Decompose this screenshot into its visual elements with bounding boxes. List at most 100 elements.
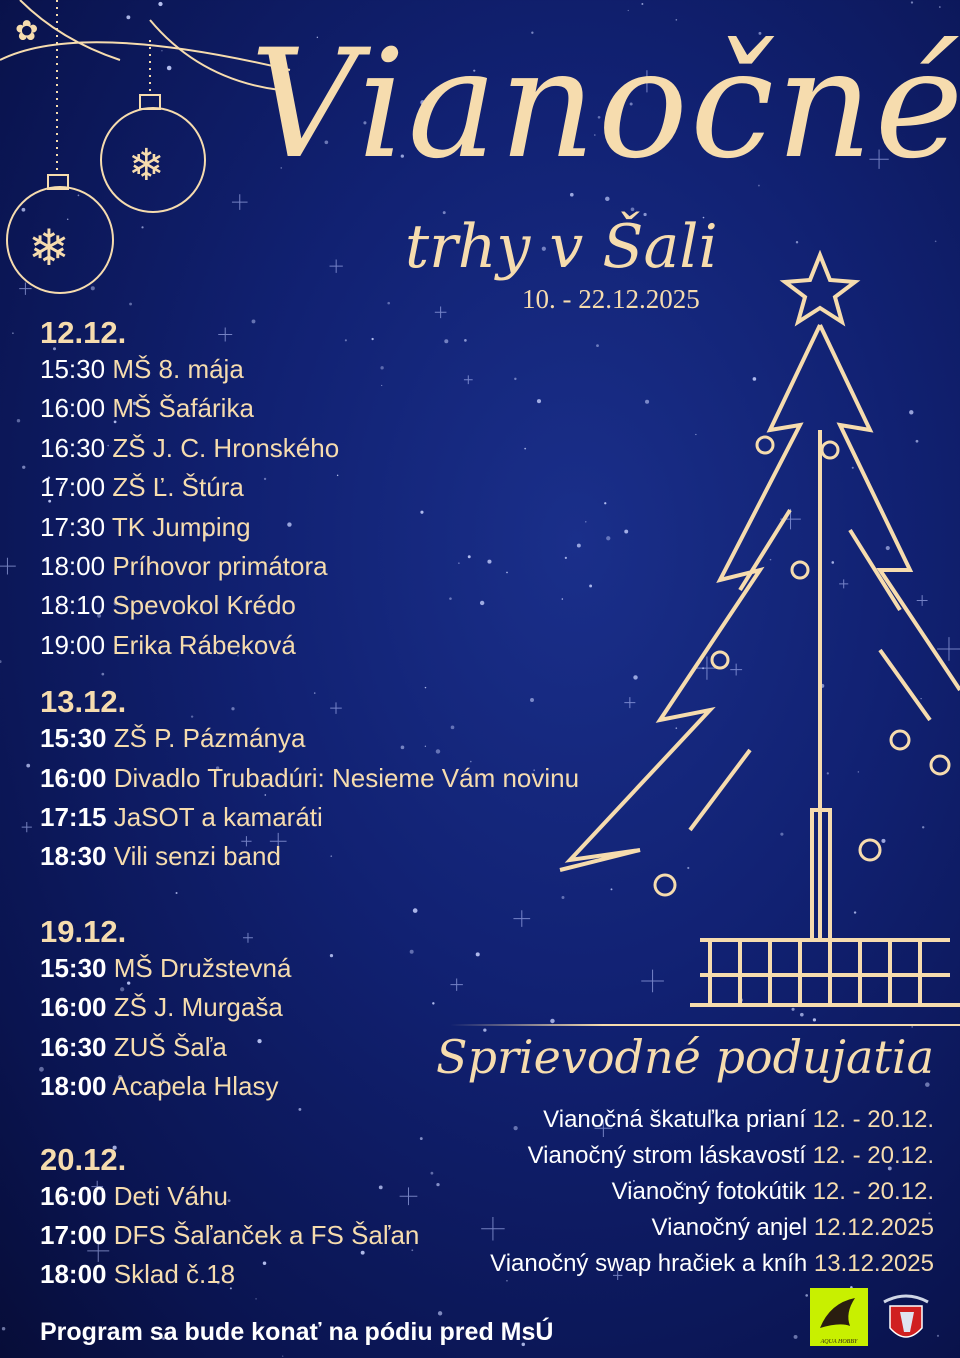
- star: [585, 521, 587, 523]
- star: [166, 65, 172, 71]
- event-row: 16:00 Divadlo Trubadúri: Nesieme Vám nov…: [40, 759, 579, 798]
- city-coat-of-arms-logo: [878, 1288, 934, 1346]
- star: [436, 1182, 440, 1187]
- star: [237, 655, 239, 657]
- star: [475, 952, 480, 957]
- sparkle: [869, 149, 889, 169]
- star: [316, 36, 319, 39]
- sparkle: [594, 1119, 613, 1138]
- svg-text:❄: ❄: [128, 141, 165, 190]
- sparkle: [513, 910, 531, 927]
- event-row: 18:00 Príhovor primátora: [40, 547, 579, 586]
- star: [479, 600, 485, 606]
- star: [487, 559, 492, 564]
- star: [851, 466, 854, 469]
- program-day: 12.12. 15:30 MŠ 8. mája 16:00 MŠ Šafárika 1…: [40, 316, 579, 665]
- star: [178, 412, 180, 414]
- star: [909, 410, 914, 415]
- side-event-date: 12.12.2025: [813, 1214, 934, 1241]
- sparkle: [635, 70, 659, 93]
- event-name: MŠ 8. mája: [112, 354, 244, 384]
- star: [77, 194, 80, 197]
- event-row: 18:10 Spevokol Krédo: [40, 586, 579, 625]
- sparkle: [269, 832, 287, 850]
- star: [217, 1281, 220, 1285]
- sparkle: [463, 375, 473, 385]
- star: [458, 562, 460, 564]
- sparkle: [434, 306, 447, 319]
- star: [336, 474, 339, 477]
- star: [769, 558, 772, 561]
- star: [687, 866, 690, 870]
- event-time: 15:30: [40, 723, 107, 754]
- star: [231, 707, 235, 711]
- star: [435, 749, 441, 754]
- star: [330, 855, 333, 857]
- star: [606, 536, 611, 541]
- star: [521, 1342, 526, 1347]
- star: [430, 1171, 434, 1175]
- star: [161, 50, 163, 52]
- star: [703, 1264, 706, 1266]
- star: [934, 240, 937, 243]
- star: [419, 1137, 423, 1140]
- star: [939, 6, 941, 8]
- event-row: 16:30 ZUŠ Šaľa: [40, 1028, 579, 1067]
- star: [483, 1028, 487, 1032]
- star: [287, 522, 292, 527]
- event-row: 16:00 MŠ Šafárika: [40, 389, 579, 428]
- side-event-name: Vianočný strom láskavostí: [527, 1142, 806, 1169]
- star: [627, 9, 629, 12]
- event-time: 16:00: [40, 762, 107, 793]
- star: [630, 207, 635, 212]
- star: [126, 15, 131, 20]
- day-date: 13.12.: [40, 684, 127, 720]
- star: [885, 545, 890, 551]
- event-row: 17:00 ZŠ Ľ. Štúra: [40, 468, 579, 507]
- event-row: 15:30 ZŠ P. Pázmánya: [40, 719, 579, 758]
- star: [605, 196, 610, 202]
- star: [514, 377, 517, 381]
- star: [412, 908, 418, 913]
- star: [117, 1074, 123, 1080]
- star: [464, 339, 467, 342]
- side-event-date: 13.12.2025: [813, 1250, 934, 1277]
- star: [911, 1026, 913, 1028]
- star: [257, 1038, 262, 1044]
- event-time: 16:30: [40, 432, 106, 463]
- star: [536, 399, 542, 404]
- star: [921, 826, 925, 829]
- star: [630, 1185, 633, 1188]
- event-time: 17:00: [40, 1219, 107, 1250]
- star: [683, 1183, 686, 1186]
- star: [132, 401, 137, 406]
- event-time: 17:15: [40, 802, 107, 833]
- star: [632, 1179, 635, 1182]
- event-time: 16:00: [40, 393, 106, 424]
- side-event-date: 12. - 20.12.: [812, 1142, 934, 1169]
- svg-text:AQUA HOBBY: AQUA HOBBY: [820, 1339, 858, 1345]
- star: [298, 1107, 302, 1111]
- program-day: 19.12. 15:30 MŠ Družstevná 16:00 ZŠ J. Mur…: [40, 913, 579, 1107]
- star: [158, 1, 163, 7]
- star: [215, 766, 220, 770]
- star: [530, 698, 534, 703]
- sparkle: [231, 194, 248, 210]
- star: [324, 140, 329, 145]
- star: [291, 1230, 295, 1235]
- event-row: 17:00 DFS Šaľanček a FS Šaľan: [40, 1216, 579, 1255]
- star: [175, 891, 178, 894]
- star: [925, 1082, 930, 1087]
- star: [204, 532, 209, 537]
- event-time: 19:00: [40, 629, 106, 660]
- day-date: 19.12.: [40, 913, 127, 949]
- event-row: 18:00 Sklad č.18: [40, 1255, 579, 1294]
- sparkle: [399, 1187, 418, 1206]
- star: [242, 643, 245, 645]
- footer-note: Program sa bude konať na pódiu pred MsÚ: [40, 1318, 554, 1346]
- star: [887, 1166, 892, 1171]
- star: [442, 211, 446, 215]
- star: [541, 246, 546, 251]
- event-row: 16:30 ZŠ J. C. Hronského: [40, 429, 579, 468]
- star: [629, 102, 633, 106]
